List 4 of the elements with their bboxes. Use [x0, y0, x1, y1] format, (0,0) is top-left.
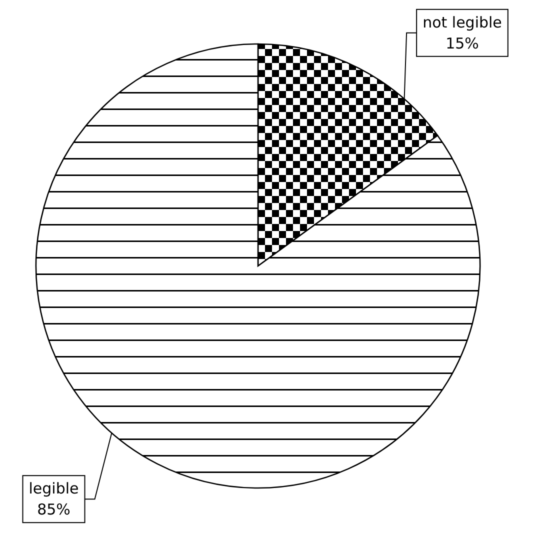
- data-label: 85%: [37, 500, 70, 519]
- slice-label: not legible: [422, 13, 502, 32]
- data-label: 15%: [446, 34, 479, 52]
- slice-label: legible: [28, 480, 79, 498]
